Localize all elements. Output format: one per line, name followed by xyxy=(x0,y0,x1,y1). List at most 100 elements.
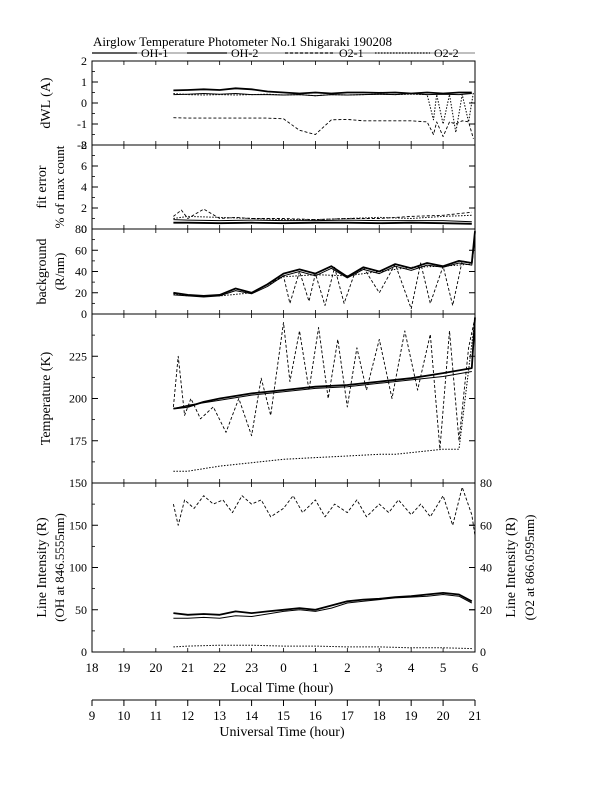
x-tick-label-universal: 20 xyxy=(437,708,450,723)
y-tick-label-background: 20 xyxy=(75,286,87,300)
y-axis-label-right-line-intensity: Line Intensity (R) xyxy=(504,517,519,618)
x-tick-label-universal: 19 xyxy=(405,708,418,723)
y-axis-label2-background: (R/nm) xyxy=(52,253,67,291)
series-line-line-intensity-o2-2 xyxy=(173,644,472,650)
y-tick-label-fit-error: 8 xyxy=(81,138,87,152)
y-tick-label-temperature: 200 xyxy=(69,392,87,406)
y-axis-label-line-intensity: Line Intensity (R) xyxy=(35,517,50,618)
x-tick-label-universal: 11 xyxy=(150,708,163,723)
y-tick-label-line-intensity: 150 xyxy=(69,518,87,532)
y-tick-label-temperature: 150 xyxy=(69,476,87,490)
series-line-fit-error-o2-1 xyxy=(173,208,472,221)
x-axis-local: 18 19 20 21 22 23 0 1 2 3 4 5 6 xyxy=(86,660,479,675)
series-line-fit-error-oh-2 xyxy=(173,219,472,223)
y-tick-label-dwl: 0 xyxy=(81,96,87,110)
series-line-temperature-oh-1 xyxy=(173,317,476,410)
panel-fit-error: 0 2 4 6 8 fit error% of max count xyxy=(35,138,476,236)
y-tick-label-dwl: -2 xyxy=(77,138,87,152)
series-line-background-oh-2 xyxy=(173,237,476,298)
y-tick-label-background: 0 xyxy=(81,307,87,321)
panel-frame-dwl xyxy=(91,60,476,146)
x-tick-label-universal: 9 xyxy=(89,708,96,723)
y-axis-label-dwl: dWL (A) xyxy=(39,77,54,129)
legend-label-o2-2: O2-2 xyxy=(434,46,459,60)
x-tick-label-universal: 15 xyxy=(277,708,290,723)
y-tick-label-background: 60 xyxy=(75,243,87,257)
panel-background: 0 20 40 60 80 background (R/nm) xyxy=(35,222,476,321)
x-axis-label-local: Local Time (hour) xyxy=(231,681,334,696)
y-tick-label-line-intensity: 0 xyxy=(81,645,87,659)
y-tick-label-temperature: 175 xyxy=(69,434,87,448)
series-line-fit-error-o2-2 xyxy=(173,214,472,221)
x-tick-label-universal: 10 xyxy=(117,708,130,723)
series-line-temperature-o2-1 xyxy=(172,317,476,450)
y-right-tick-label-line-intensity: 40 xyxy=(480,561,492,575)
x-tick-label-universal: 13 xyxy=(213,708,226,723)
y-tick-label-background: 40 xyxy=(75,265,87,279)
series-line-temperature-oh-2 xyxy=(173,371,472,410)
y-tick-label-fit-error: 4 xyxy=(81,180,87,194)
series-line-background-oh-1 xyxy=(173,231,476,297)
panel-frame-line-intensity xyxy=(91,482,476,653)
x-tick-label-local: 1 xyxy=(312,660,319,675)
y-tick-label-fit-error: 0 xyxy=(81,222,87,236)
y-tick-label-fit-error: 6 xyxy=(81,159,87,173)
panel-dwl: -2 -1 0 1 2 dWL (A) xyxy=(39,54,476,152)
y-axis-label-right2-line-intensity: (O2 at 866.0595nm) xyxy=(522,515,537,621)
series-line-dwl-oh-1 xyxy=(173,87,472,95)
panels: -2 -1 0 1 2 dWL (A) 0 2 4 6 8 fit error% of max cou… xyxy=(35,54,537,659)
x-tick-label-local: 21 xyxy=(181,660,194,675)
x-tick-label-universal: 14 xyxy=(245,708,259,723)
x-tick-label-local: 18 xyxy=(86,660,99,675)
y-axis-label2-fit-error: % of max count xyxy=(52,145,67,228)
y-right-tick-label-line-intensity: 20 xyxy=(480,603,492,617)
series-line-dwl-o2-2 xyxy=(173,92,474,133)
x-axis-universal: 9 10 11 12 13 14 15 16 17 18 19 20 21 xyxy=(89,699,482,723)
x-tick-label-local: 5 xyxy=(440,660,447,675)
y-axis-label-temperature: Temperature (K) xyxy=(39,351,54,445)
series-line-fit-error-oh-1 xyxy=(173,221,472,225)
y-axis-label-background: background xyxy=(35,238,50,304)
x-axis-label-universal: Universal Time (hour) xyxy=(219,725,345,740)
y-tick-label-dwl: -1 xyxy=(77,117,87,131)
x-tick-label-local: 19 xyxy=(117,660,130,675)
series-line-line-intensity-oh-1 xyxy=(173,592,473,616)
y-tick-label-line-intensity: 50 xyxy=(75,603,87,617)
legend: OH-1 OH-2 O2-1 O2-2 xyxy=(92,46,475,60)
series-line-line-intensity-oh-2 xyxy=(173,594,473,619)
legend-label-oh-2: OH-2 xyxy=(231,46,258,60)
x-tick-label-local: 22 xyxy=(213,660,226,675)
x-tick-label-local: 3 xyxy=(376,660,383,675)
y-tick-label-line-intensity: 100 xyxy=(69,561,87,575)
x-tick-label-universal: 21 xyxy=(469,708,482,723)
y-right-tick-label-line-intensity: 0 xyxy=(480,645,486,659)
y-right-tick-label-line-intensity: 60 xyxy=(480,518,492,532)
legend-label-o2-1: O2-1 xyxy=(339,46,364,60)
series-line-background-o2-1 xyxy=(173,260,472,310)
series-line-temperature-o2-2 xyxy=(173,317,476,472)
x-tick-label-universal: 12 xyxy=(181,708,194,723)
panel-temperature: 150 175 200 225 Temperature (K) xyxy=(39,313,476,490)
panel-frame-temperature xyxy=(91,313,476,484)
x-tick-label-local: 6 xyxy=(472,660,479,675)
series-line-background-o2-2 xyxy=(173,263,472,297)
y-axis-label2-line-intensity: (OH at 846.5555nm) xyxy=(52,513,67,622)
y-axis-label-fit-error: fit error xyxy=(35,165,50,208)
x-tick-label-universal: 17 xyxy=(341,708,355,723)
series-line-dwl-o2-1 xyxy=(173,117,474,139)
x-tick-label-universal: 16 xyxy=(309,708,323,723)
x-tick-label-local: 23 xyxy=(245,660,258,675)
panel-frame-background xyxy=(91,228,476,315)
series-line-line-intensity-o2-1 xyxy=(172,486,476,536)
y-tick-label-dwl: 1 xyxy=(81,75,87,89)
legend-label-oh-1: OH-1 xyxy=(141,46,168,60)
y-tick-label-dwl: 2 xyxy=(81,54,87,68)
x-tick-label-local: 0 xyxy=(280,660,287,675)
x-tick-label-local: 20 xyxy=(149,660,162,675)
y-tick-label-background: 80 xyxy=(75,222,87,236)
x-tick-label-local: 4 xyxy=(408,660,415,675)
y-right-tick-label-line-intensity: 80 xyxy=(480,476,492,490)
x-tick-label-universal: 18 xyxy=(373,708,386,723)
